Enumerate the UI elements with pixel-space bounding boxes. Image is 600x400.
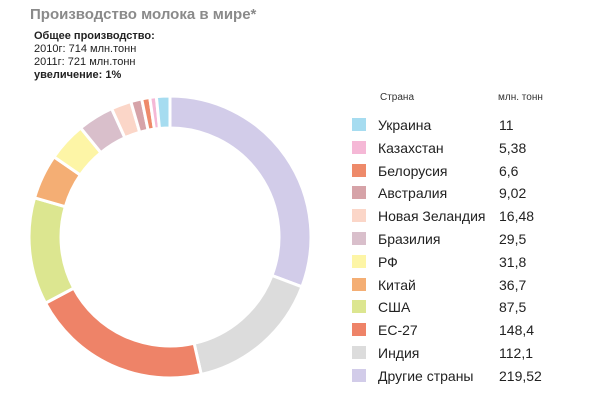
- legend-swatch: [352, 368, 366, 382]
- legend-item: Казахстан 5,38: [352, 137, 592, 160]
- legend-item: США 87,5: [352, 296, 592, 319]
- legend-header-unit: млн. тонн: [498, 92, 543, 103]
- legend-swatch: [352, 345, 366, 359]
- legend-item: Австралия 9,02: [352, 182, 592, 205]
- legend-header-country: Страна: [380, 92, 415, 103]
- legend: Страна млн. тонн Украина 11 Казахстан 5,38 Б…: [352, 92, 592, 388]
- legend-swatch: [352, 186, 366, 200]
- chart-title: Производство молока в мире*: [30, 6, 257, 23]
- legend-country: Китай: [378, 276, 416, 293]
- production-summary: Общее производство: 2010г: 714 млн.тонн …: [34, 30, 155, 82]
- legend-swatch: [352, 300, 366, 314]
- legend-value: 36,7: [499, 276, 527, 293]
- legend-rows: Украина 11 Казахстан 5,38 Белорусия 6,6 Австра…: [352, 114, 592, 388]
- pie-slice: [43, 286, 203, 380]
- legend-value: 29,5: [499, 230, 527, 247]
- legend-value: 112,1: [499, 344, 533, 361]
- legend-item: Индия 112,1: [352, 342, 592, 365]
- legend-country: Австралия: [378, 185, 448, 202]
- legend-item: Украина 11: [352, 114, 592, 137]
- legend-swatch: [352, 163, 366, 177]
- legend-country: Казахстан: [378, 139, 444, 156]
- legend-swatch: [352, 118, 366, 131]
- legend-country: Новая Зеландия: [378, 208, 486, 225]
- legend-item: РФ 31,8: [352, 251, 592, 274]
- legend-value: 5,38: [499, 139, 527, 156]
- pie-slice: [154, 94, 172, 131]
- legend-swatch: [352, 254, 366, 268]
- legend-country: Украина: [378, 117, 432, 133]
- legend-item: Новая Зеландия 16,48: [352, 205, 592, 228]
- legend-value: 148,4: [499, 322, 535, 339]
- summary-heading: Общее производство:: [34, 30, 155, 42]
- legend-country: РФ: [378, 253, 398, 270]
- summary-2011: 2011г: 721 млн.тонн: [34, 56, 136, 68]
- legend-country: Белорусия: [378, 162, 448, 179]
- legend-value: 16,48: [499, 208, 535, 225]
- legend-swatch: [352, 140, 366, 154]
- pie-slice: [27, 196, 76, 305]
- legend-value: 11: [499, 117, 514, 133]
- legend-item: Бразилия 29,5: [352, 228, 592, 251]
- legend-swatch: [352, 231, 366, 245]
- summary-increase: увеличение: 1%: [34, 69, 122, 81]
- legend-value: 9,02: [499, 185, 527, 202]
- legend-value: 31,8: [499, 253, 527, 270]
- legend-country: США: [378, 299, 411, 316]
- legend-item: Китай 36,7: [352, 274, 592, 297]
- pie-slice: [168, 94, 313, 289]
- legend-value: 6,6: [499, 162, 519, 179]
- legend-item: ЕС-27 148,4: [352, 319, 592, 342]
- legend-item: Белорусия 6,6: [352, 160, 592, 183]
- legend-value: 219,52: [499, 367, 542, 384]
- legend-value: 87,5: [499, 299, 527, 316]
- legend-country: Индия: [378, 344, 420, 361]
- legend-country: Другие страны: [378, 367, 474, 384]
- pie-slice: [192, 273, 304, 376]
- legend-swatch: [352, 323, 366, 337]
- legend-header: Страна млн. тонн: [352, 92, 592, 114]
- legend-country: ЕС-27: [378, 322, 418, 339]
- summary-2010: 2010г: 714 млн.тонн: [34, 43, 137, 55]
- legend-swatch: [352, 209, 366, 223]
- legend-item: Другие страны 219,52: [352, 365, 592, 388]
- legend-country: Бразилия: [378, 230, 441, 247]
- legend-swatch: [352, 277, 366, 291]
